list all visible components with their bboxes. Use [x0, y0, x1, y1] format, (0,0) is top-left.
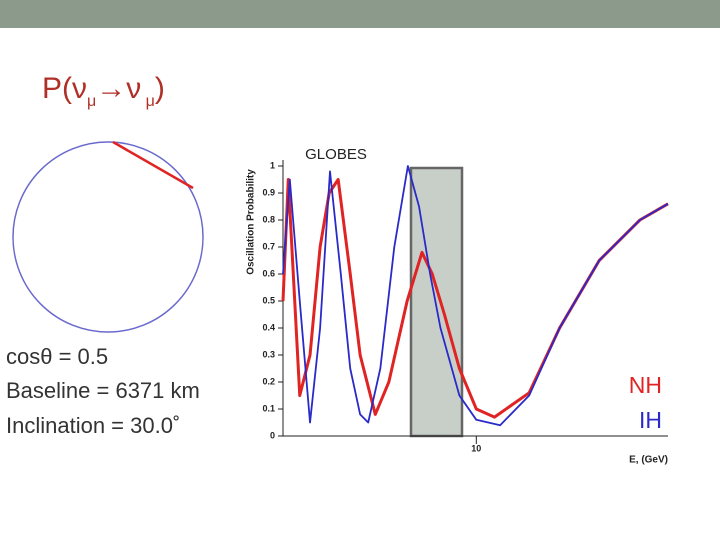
- info-line: cosθ = 0.5: [6, 344, 108, 369]
- y-tick-label: 0.3: [262, 349, 275, 359]
- chart-title: GLOBES: [305, 146, 367, 163]
- earth-circle: [12, 141, 204, 333]
- series-line: [282, 165, 669, 427]
- top-bar: [0, 0, 720, 28]
- legend-entry: NH: [629, 372, 662, 398]
- y-tick-label: 0.8: [262, 214, 275, 224]
- series-line: [281, 178, 669, 419]
- x-tick-label: 10: [471, 443, 481, 453]
- y-tick-label: 0.2: [262, 376, 275, 386]
- y-tick-label: 0.9: [262, 187, 275, 197]
- y-tick-label: 1: [270, 160, 275, 170]
- y-tick-label: 0.5: [262, 295, 275, 305]
- legend-entry: IH: [639, 407, 662, 433]
- y-tick-label: 0.1: [262, 403, 275, 413]
- slide-title: P(νμ→ν μ): [42, 72, 165, 110]
- x-axis-label: E, (GeV): [629, 455, 668, 466]
- y-tick-label: 0.6: [262, 268, 275, 278]
- y-tick-label: 0.4: [262, 322, 275, 332]
- y-tick-label: 0: [270, 430, 275, 440]
- info-line: Inclination = 30.0˚: [6, 413, 180, 438]
- info-line: Baseline = 6371 km: [6, 378, 200, 403]
- baseline-chord: [112, 140, 194, 190]
- y-axis-label: Oscillation Probability: [246, 169, 257, 275]
- y-tick-label: 0.7: [262, 241, 275, 251]
